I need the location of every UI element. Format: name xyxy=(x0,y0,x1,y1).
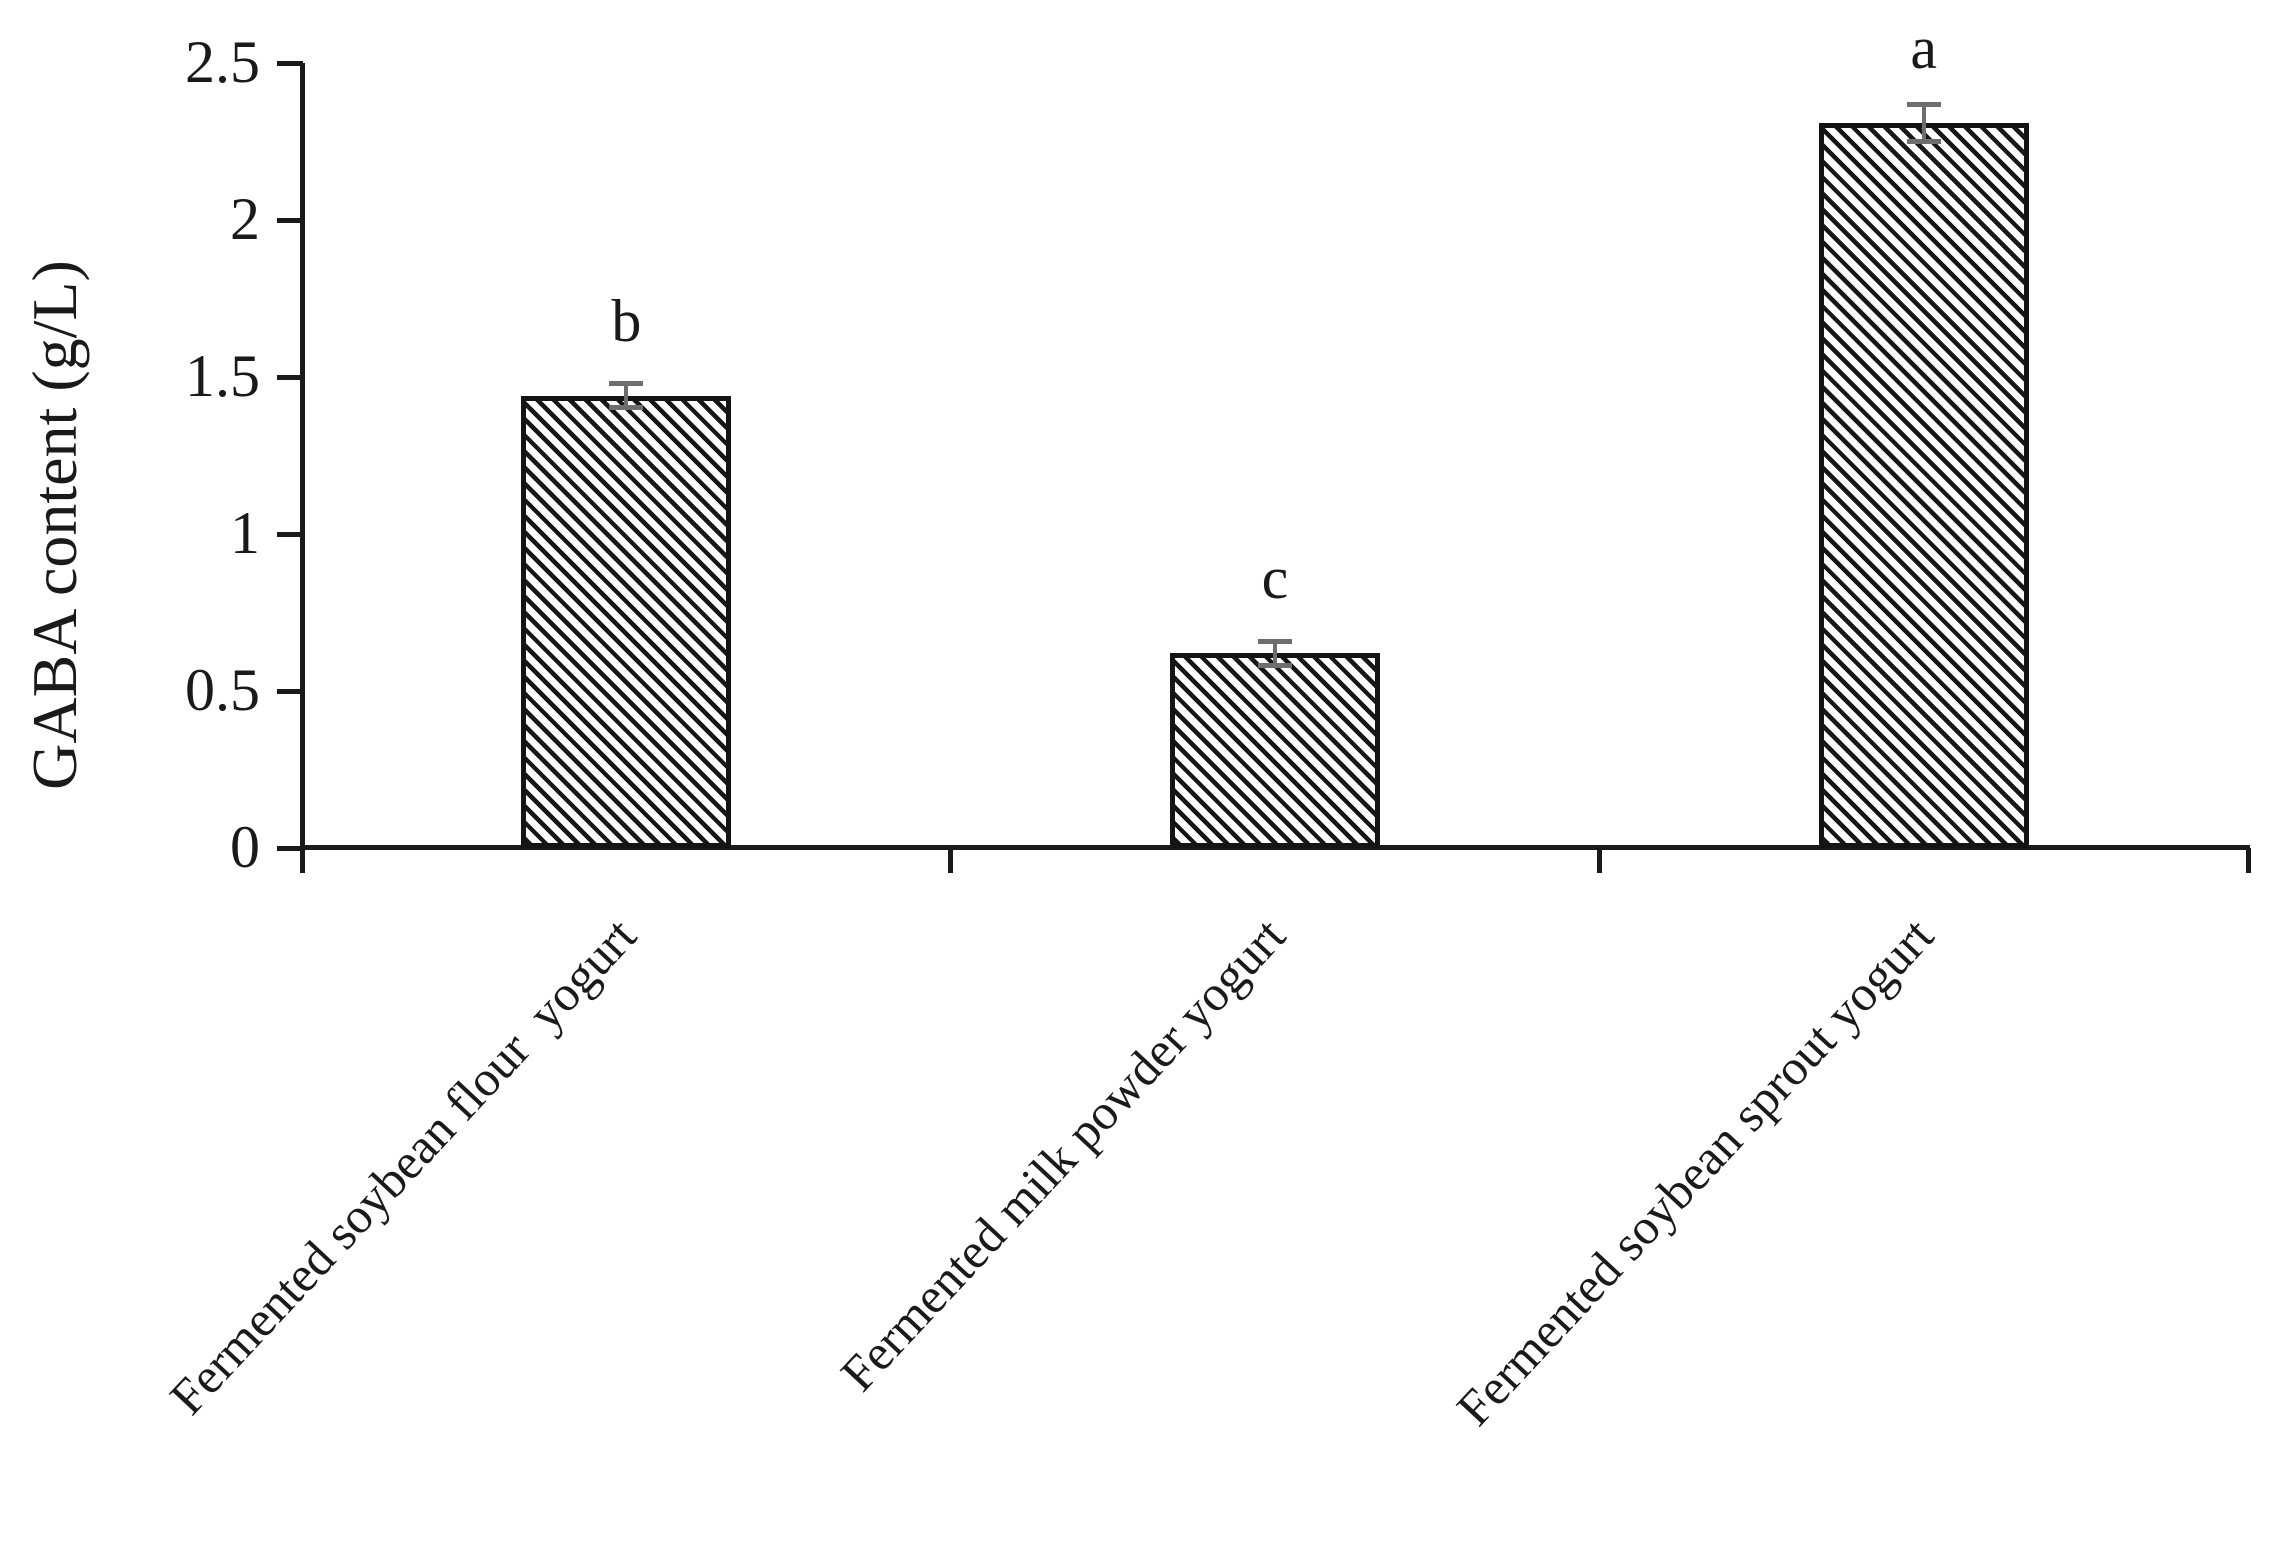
x-axis-tick xyxy=(1596,848,1602,873)
y-axis-line xyxy=(300,63,305,872)
category-label: Fermented milk powder yogurt xyxy=(829,907,1296,1402)
error-bar-stem xyxy=(624,383,629,409)
bar-2 xyxy=(1170,653,1380,848)
x-axis-tick xyxy=(299,848,305,873)
significance-letter: b xyxy=(611,287,642,354)
error-bar-bottom-cap xyxy=(1258,662,1292,668)
error-bar-stem xyxy=(1273,640,1277,666)
x-axis-tick xyxy=(2245,848,2251,873)
bar-3 xyxy=(1818,122,2029,848)
y-axis-tick xyxy=(277,531,303,537)
y-axis-tick xyxy=(277,688,303,694)
error-bar-top-cap xyxy=(609,381,644,387)
error-bar-top-cap xyxy=(1906,101,1941,107)
significance-letter: c xyxy=(1261,545,1289,612)
error-bar-bottom-cap xyxy=(1906,138,1941,144)
y-axis-tick xyxy=(277,217,303,223)
y-tick-label: 0 xyxy=(230,813,260,880)
y-tick-label: 2 xyxy=(230,185,260,252)
category-label: Fermented soybean sprout yogurt xyxy=(1445,907,1944,1437)
y-tick-label: 1.5 xyxy=(185,342,260,409)
error-bar-bottom-cap xyxy=(609,405,644,411)
significance-letter: a xyxy=(1910,14,1937,81)
error-bar-top-cap xyxy=(1258,638,1292,644)
y-axis-tick xyxy=(277,845,303,851)
y-axis-tick xyxy=(277,60,303,66)
bar-1 xyxy=(521,395,732,848)
y-tick-label: 0.5 xyxy=(185,656,260,723)
error-bar-stem xyxy=(1921,103,1926,142)
y-tick-label: 1 xyxy=(230,499,260,566)
category-label: Fermented soybean flour yogurt xyxy=(158,907,647,1425)
y-axis-title: GABA content (g/L) xyxy=(19,260,90,790)
y-axis-tick xyxy=(277,374,303,380)
y-tick-label: 2.5 xyxy=(185,28,260,95)
x-axis-tick xyxy=(948,848,954,873)
